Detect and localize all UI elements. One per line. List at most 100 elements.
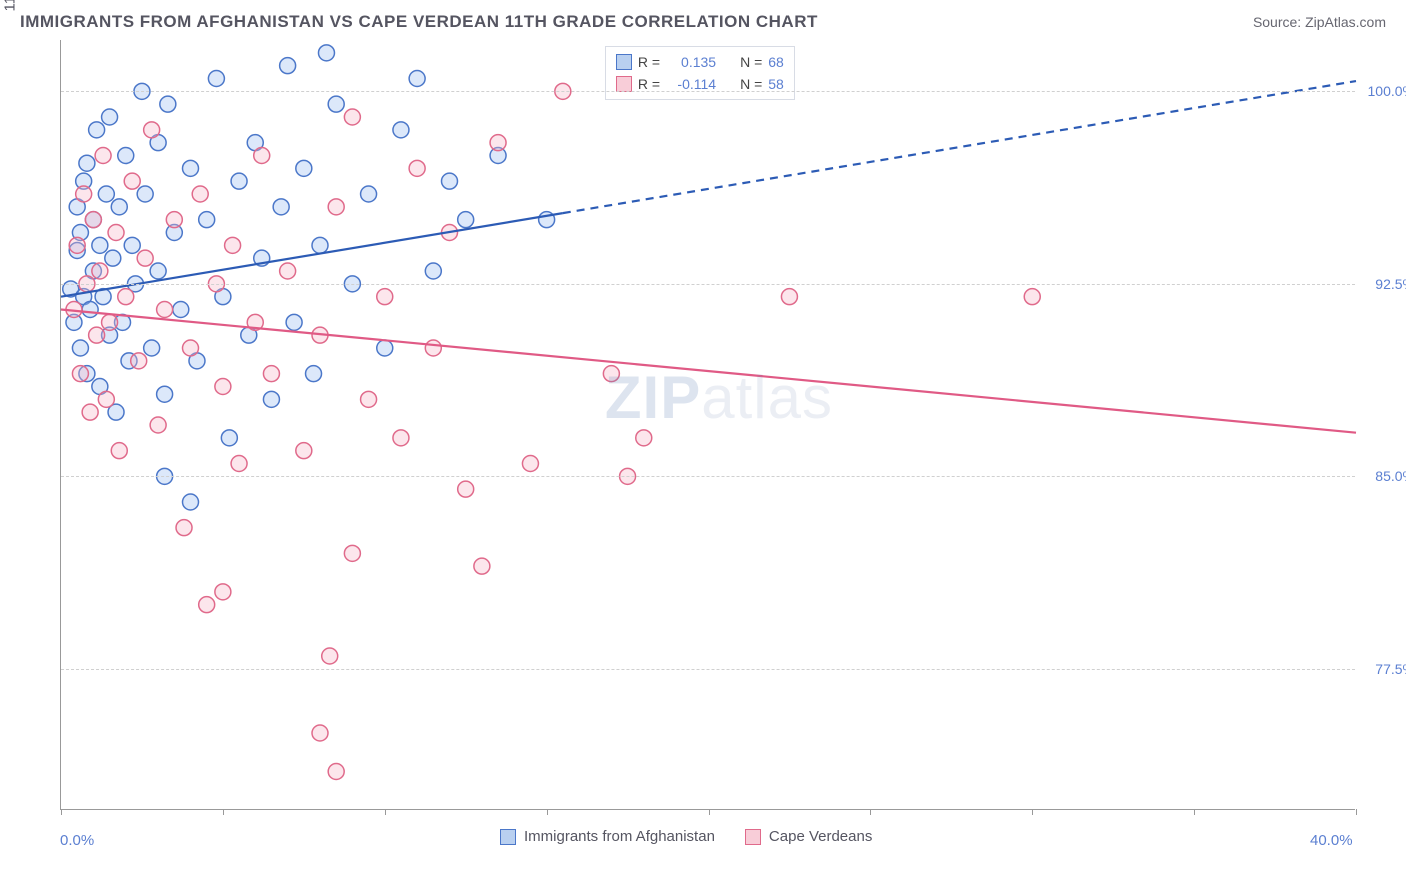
data-point	[76, 186, 92, 202]
data-point	[166, 212, 182, 228]
data-point	[173, 302, 189, 318]
data-point	[344, 545, 360, 561]
data-point	[199, 212, 215, 228]
data-point	[603, 366, 619, 382]
x-tick	[1032, 809, 1033, 815]
data-point	[273, 199, 289, 215]
scatter-svg	[61, 40, 1356, 810]
plot-area: ZIPatlas R =0.135N =68R =-0.114N =58 77.…	[60, 40, 1355, 810]
data-point	[306, 366, 322, 382]
data-point	[409, 160, 425, 176]
data-point	[409, 71, 425, 87]
data-point	[199, 597, 215, 613]
legend-swatch	[745, 829, 761, 845]
data-point	[328, 96, 344, 112]
data-point	[89, 122, 105, 138]
legend-row: R =0.135N =68	[616, 51, 784, 73]
data-point	[522, 456, 538, 472]
data-point	[361, 186, 377, 202]
x-axis-max-label: 40.0%	[1310, 832, 1353, 849]
source-link[interactable]: ZipAtlas.com	[1305, 14, 1386, 30]
data-point	[425, 340, 441, 356]
data-point	[144, 340, 160, 356]
y-tick-label: 100.0%	[1368, 83, 1406, 99]
data-point	[89, 327, 105, 343]
data-point	[118, 148, 134, 164]
data-point	[208, 71, 224, 87]
data-point	[137, 250, 153, 266]
legend-swatch	[500, 829, 516, 845]
legend-label: Cape Verdeans	[769, 828, 872, 845]
data-point	[286, 314, 302, 330]
data-point	[215, 379, 231, 395]
gridline	[61, 284, 1355, 285]
trend-line-dashed	[563, 81, 1356, 213]
data-point	[377, 289, 393, 305]
data-point	[280, 58, 296, 74]
n-value: 68	[768, 51, 784, 73]
data-point	[225, 237, 241, 253]
data-point	[92, 237, 108, 253]
data-point	[215, 584, 231, 600]
data-point	[108, 225, 124, 241]
data-point	[82, 404, 98, 420]
gridline	[61, 91, 1355, 92]
data-point	[98, 391, 114, 407]
data-point	[176, 520, 192, 536]
data-point	[377, 340, 393, 356]
data-point	[490, 135, 506, 151]
data-point	[296, 160, 312, 176]
data-point	[263, 391, 279, 407]
data-point	[328, 199, 344, 215]
data-point	[636, 430, 652, 446]
data-point	[131, 353, 147, 369]
data-point	[160, 96, 176, 112]
x-tick	[385, 809, 386, 815]
x-tick	[61, 809, 62, 815]
data-point	[105, 250, 121, 266]
data-point	[79, 155, 95, 171]
legend-item: Cape Verdeans	[745, 828, 872, 845]
y-tick-label: 77.5%	[1375, 661, 1406, 677]
data-point	[183, 160, 199, 176]
series-legend: Immigrants from Afghanistan Cape Verdeans	[500, 828, 872, 845]
x-tick	[547, 809, 548, 815]
data-point	[183, 494, 199, 510]
x-tick	[223, 809, 224, 815]
data-point	[221, 430, 237, 446]
legend-label: Immigrants from Afghanistan	[524, 828, 715, 845]
data-point	[254, 148, 270, 164]
legend-item: Immigrants from Afghanistan	[500, 828, 715, 845]
gridline	[61, 476, 1355, 477]
data-point	[344, 109, 360, 125]
data-point	[318, 45, 334, 61]
y-axis-label: 11th Grade	[2, 0, 19, 12]
data-point	[231, 173, 247, 189]
x-tick	[1356, 809, 1357, 815]
n-label: N =	[740, 51, 762, 73]
data-point	[361, 391, 377, 407]
data-point	[72, 340, 88, 356]
source-prefix: Source:	[1253, 14, 1305, 30]
data-point	[98, 186, 114, 202]
chart-title: IMMIGRANTS FROM AFGHANISTAN VS CAPE VERD…	[20, 12, 818, 32]
y-tick-label: 92.5%	[1375, 276, 1406, 292]
data-point	[1024, 289, 1040, 305]
data-point	[102, 109, 118, 125]
data-point	[192, 186, 208, 202]
trend-line	[61, 310, 1356, 433]
data-point	[72, 366, 88, 382]
x-tick	[870, 809, 871, 815]
data-point	[124, 173, 140, 189]
data-point	[312, 237, 328, 253]
data-point	[442, 173, 458, 189]
data-point	[393, 122, 409, 138]
data-point	[157, 302, 173, 318]
data-point	[458, 212, 474, 228]
data-point	[280, 263, 296, 279]
data-point	[137, 186, 153, 202]
data-point	[393, 430, 409, 446]
data-point	[85, 212, 101, 228]
data-point	[781, 289, 797, 305]
data-point	[118, 289, 134, 305]
